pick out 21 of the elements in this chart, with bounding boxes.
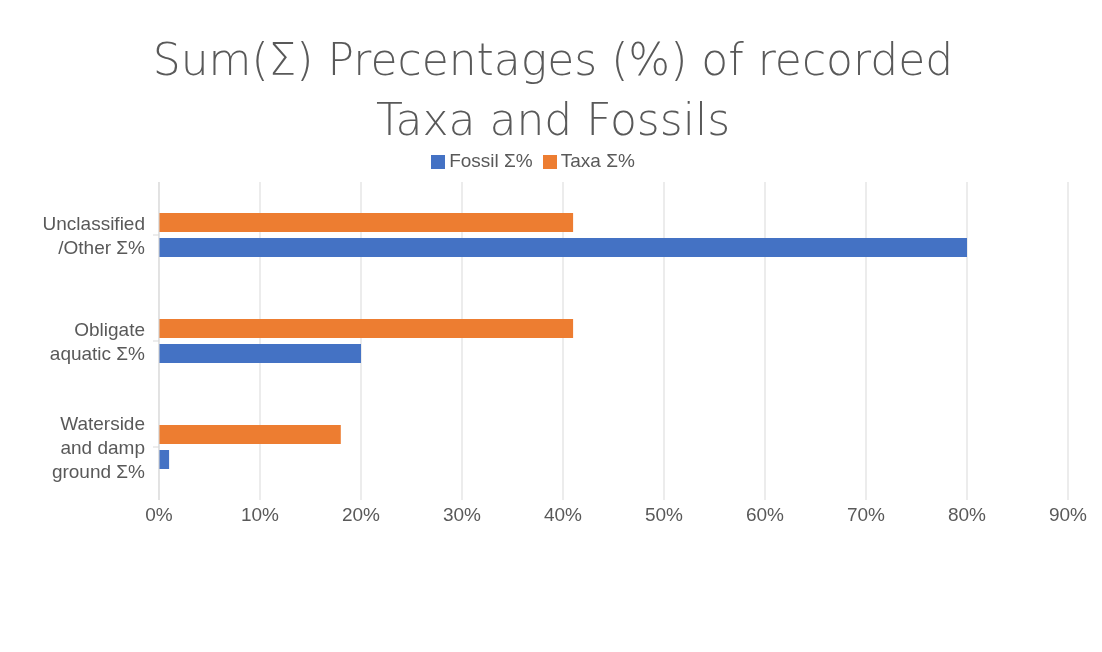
legend-label: Fossil Σ% bbox=[449, 150, 533, 171]
x-tick-label: 80% bbox=[947, 504, 987, 526]
x-tick-label: 0% bbox=[145, 504, 173, 526]
y-tick-label: Unclassified /Other Σ% bbox=[42, 212, 146, 258]
y-tick-label: Obligate aquatic Σ% bbox=[49, 318, 146, 364]
x-tick-label: 60% bbox=[745, 504, 785, 526]
bar bbox=[159, 238, 967, 257]
x-tick-label: 90% bbox=[1048, 504, 1088, 526]
x-tick-label: 50% bbox=[644, 504, 684, 526]
x-tick-label: 10% bbox=[240, 504, 280, 526]
chart-title: Sum(Σ) Precentages (%) of recorded Taxa and Fossils bbox=[151, 33, 955, 147]
bar bbox=[159, 425, 341, 444]
legend-label: Taxa Σ% bbox=[560, 150, 635, 171]
bar bbox=[159, 213, 574, 232]
bar bbox=[159, 344, 361, 363]
x-tick-label: 70% bbox=[846, 504, 886, 526]
x-tick-label: 20% bbox=[341, 504, 381, 526]
x-tick-label: 40% bbox=[543, 504, 583, 526]
bar bbox=[159, 319, 574, 338]
x-tick-label: 30% bbox=[442, 504, 482, 526]
y-tick-label: Waterside and damp ground Σ% bbox=[51, 412, 146, 482]
